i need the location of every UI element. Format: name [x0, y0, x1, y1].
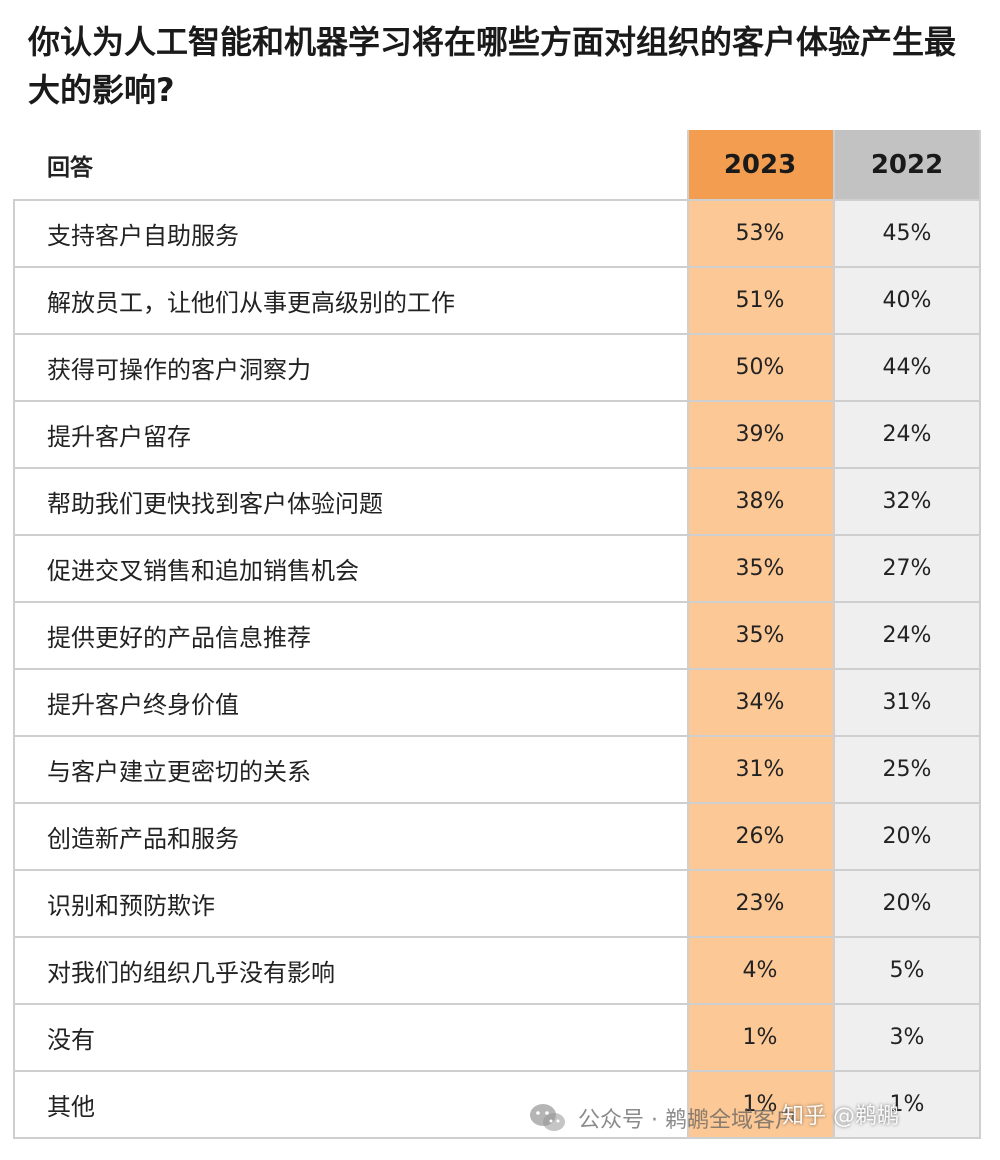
value-2023: 53% [687, 200, 833, 267]
row-divider [13, 1003, 981, 1005]
row-label: 促进交叉销售和追加销售机会 [47, 557, 359, 585]
table-row: 提升客户终身价值 34% 31% [13, 669, 981, 736]
table-row: 获得可操作的客户洞察力 50% 44% [13, 334, 981, 401]
row-divider [13, 400, 981, 402]
value-2022: 20% [833, 803, 981, 870]
row-label: 创造新产品和服务 [47, 825, 239, 853]
row-divider [13, 735, 981, 737]
value-2022: 31% [833, 669, 981, 736]
wechat-watermark: 公众号 · 鹈鹕全域客户 [528, 1096, 797, 1140]
row-divider [13, 467, 981, 469]
row-label: 识别和预防欺诈 [47, 892, 215, 920]
value-2022: 40% [833, 267, 981, 334]
table-row: 解放员工，让他们从事更高级别的工作 51% 40% [13, 267, 981, 334]
row-label: 提升客户终身价值 [47, 691, 239, 719]
value-2022: 24% [833, 602, 981, 669]
value-2022: 45% [833, 200, 981, 267]
row-divider [13, 1137, 981, 1139]
value-2022: 25% [833, 736, 981, 803]
table-row: 与客户建立更密切的关系 31% 25% [13, 736, 981, 803]
column-divider [687, 130, 689, 1138]
table-row: 帮助我们更快找到客户体验问题 38% 32% [13, 468, 981, 535]
value-2023: 35% [687, 602, 833, 669]
zhihu-watermark: 知乎 @鹈鹕 [782, 1104, 899, 1129]
table-row: 促进交叉销售和追加销售机会 35% 27% [13, 535, 981, 602]
column-divider [979, 130, 981, 1138]
value-2023: 4% [687, 937, 833, 1004]
value-2022: 20% [833, 870, 981, 937]
column-divider [13, 200, 15, 1138]
header-2023: 2023 [687, 130, 833, 200]
value-2022: 3% [833, 1004, 981, 1071]
table-row: 提升客户留存 39% 24% [13, 401, 981, 468]
table-row: 没有 1% 3% [13, 1004, 981, 1071]
value-2023: 23% [687, 870, 833, 937]
value-2022: 24% [833, 401, 981, 468]
value-2022: 44% [833, 334, 981, 401]
value-2023: 38% [687, 468, 833, 535]
row-divider [13, 266, 981, 268]
value-2023: 39% [687, 401, 833, 468]
row-label: 帮助我们更快找到客户体验问题 [47, 490, 383, 518]
table-row: 支持客户自助服务 53% 45% [13, 200, 981, 267]
value-2023: 31% [687, 736, 833, 803]
table-row: 创造新产品和服务 26% 20% [13, 803, 981, 870]
value-2023: 1% [687, 1071, 833, 1138]
row-label: 获得可操作的客户洞察力 [47, 356, 311, 384]
value-2023: 34% [687, 669, 833, 736]
row-label: 没有 [47, 1026, 95, 1054]
value-2022: 32% [833, 468, 981, 535]
row-label: 对我们的组织几乎没有影响 [47, 959, 335, 987]
data-table: 回答 2023 2022 支持客户自助服务 53% 45% 解放员工，让他们从事更高级… [13, 130, 981, 1139]
table-row: 其他 1% 1% [13, 1071, 981, 1138]
row-divider [13, 1070, 981, 1072]
table-header-row: 回答 2023 2022 [13, 130, 981, 200]
value-2022: 1% [833, 1071, 981, 1138]
row-label: 解放员工，让他们从事更高级别的工作 [47, 289, 455, 317]
header-2022: 2022 [833, 130, 981, 200]
wechat-watermark-text: 公众号 · 鹈鹕全域客户 [578, 1108, 797, 1133]
wechat-icon [530, 1104, 565, 1131]
row-label: 提供更好的产品信息推荐 [47, 624, 311, 652]
row-divider [13, 601, 981, 603]
table-body: 支持客户自助服务 53% 45% 解放员工，让他们从事更高级别的工作 51% 40% 获得可… [13, 200, 981, 1138]
value-2023: 26% [687, 803, 833, 870]
row-label: 与客户建立更密切的关系 [47, 758, 311, 786]
table-row: 对我们的组织几乎没有影响 4% 5% [13, 937, 981, 1004]
value-2023: 51% [687, 267, 833, 334]
value-2023: 35% [687, 535, 833, 602]
table-row: 提供更好的产品信息推荐 35% 24% [13, 602, 981, 669]
value-2022: 5% [833, 937, 981, 1004]
value-2023: 50% [687, 334, 833, 401]
row-label: 支持客户自助服务 [47, 222, 239, 250]
row-label: 其他 [47, 1093, 95, 1121]
row-divider [13, 534, 981, 536]
value-2023: 1% [687, 1004, 833, 1071]
table-row: 识别和预防欺诈 23% 20% [13, 870, 981, 937]
row-divider [13, 333, 981, 335]
row-label: 提升客户留存 [47, 423, 191, 451]
row-divider [13, 199, 981, 201]
row-divider [13, 936, 981, 938]
row-divider [13, 668, 981, 670]
row-divider [13, 802, 981, 804]
column-divider [833, 130, 835, 1138]
chart-title: 你认为人工智能和机器学习将在哪些方面对组织的客户体验产生最大的影响? [28, 23, 957, 109]
value-2022: 27% [833, 535, 981, 602]
header-answer: 回答 [47, 155, 93, 181]
row-divider [13, 869, 981, 871]
